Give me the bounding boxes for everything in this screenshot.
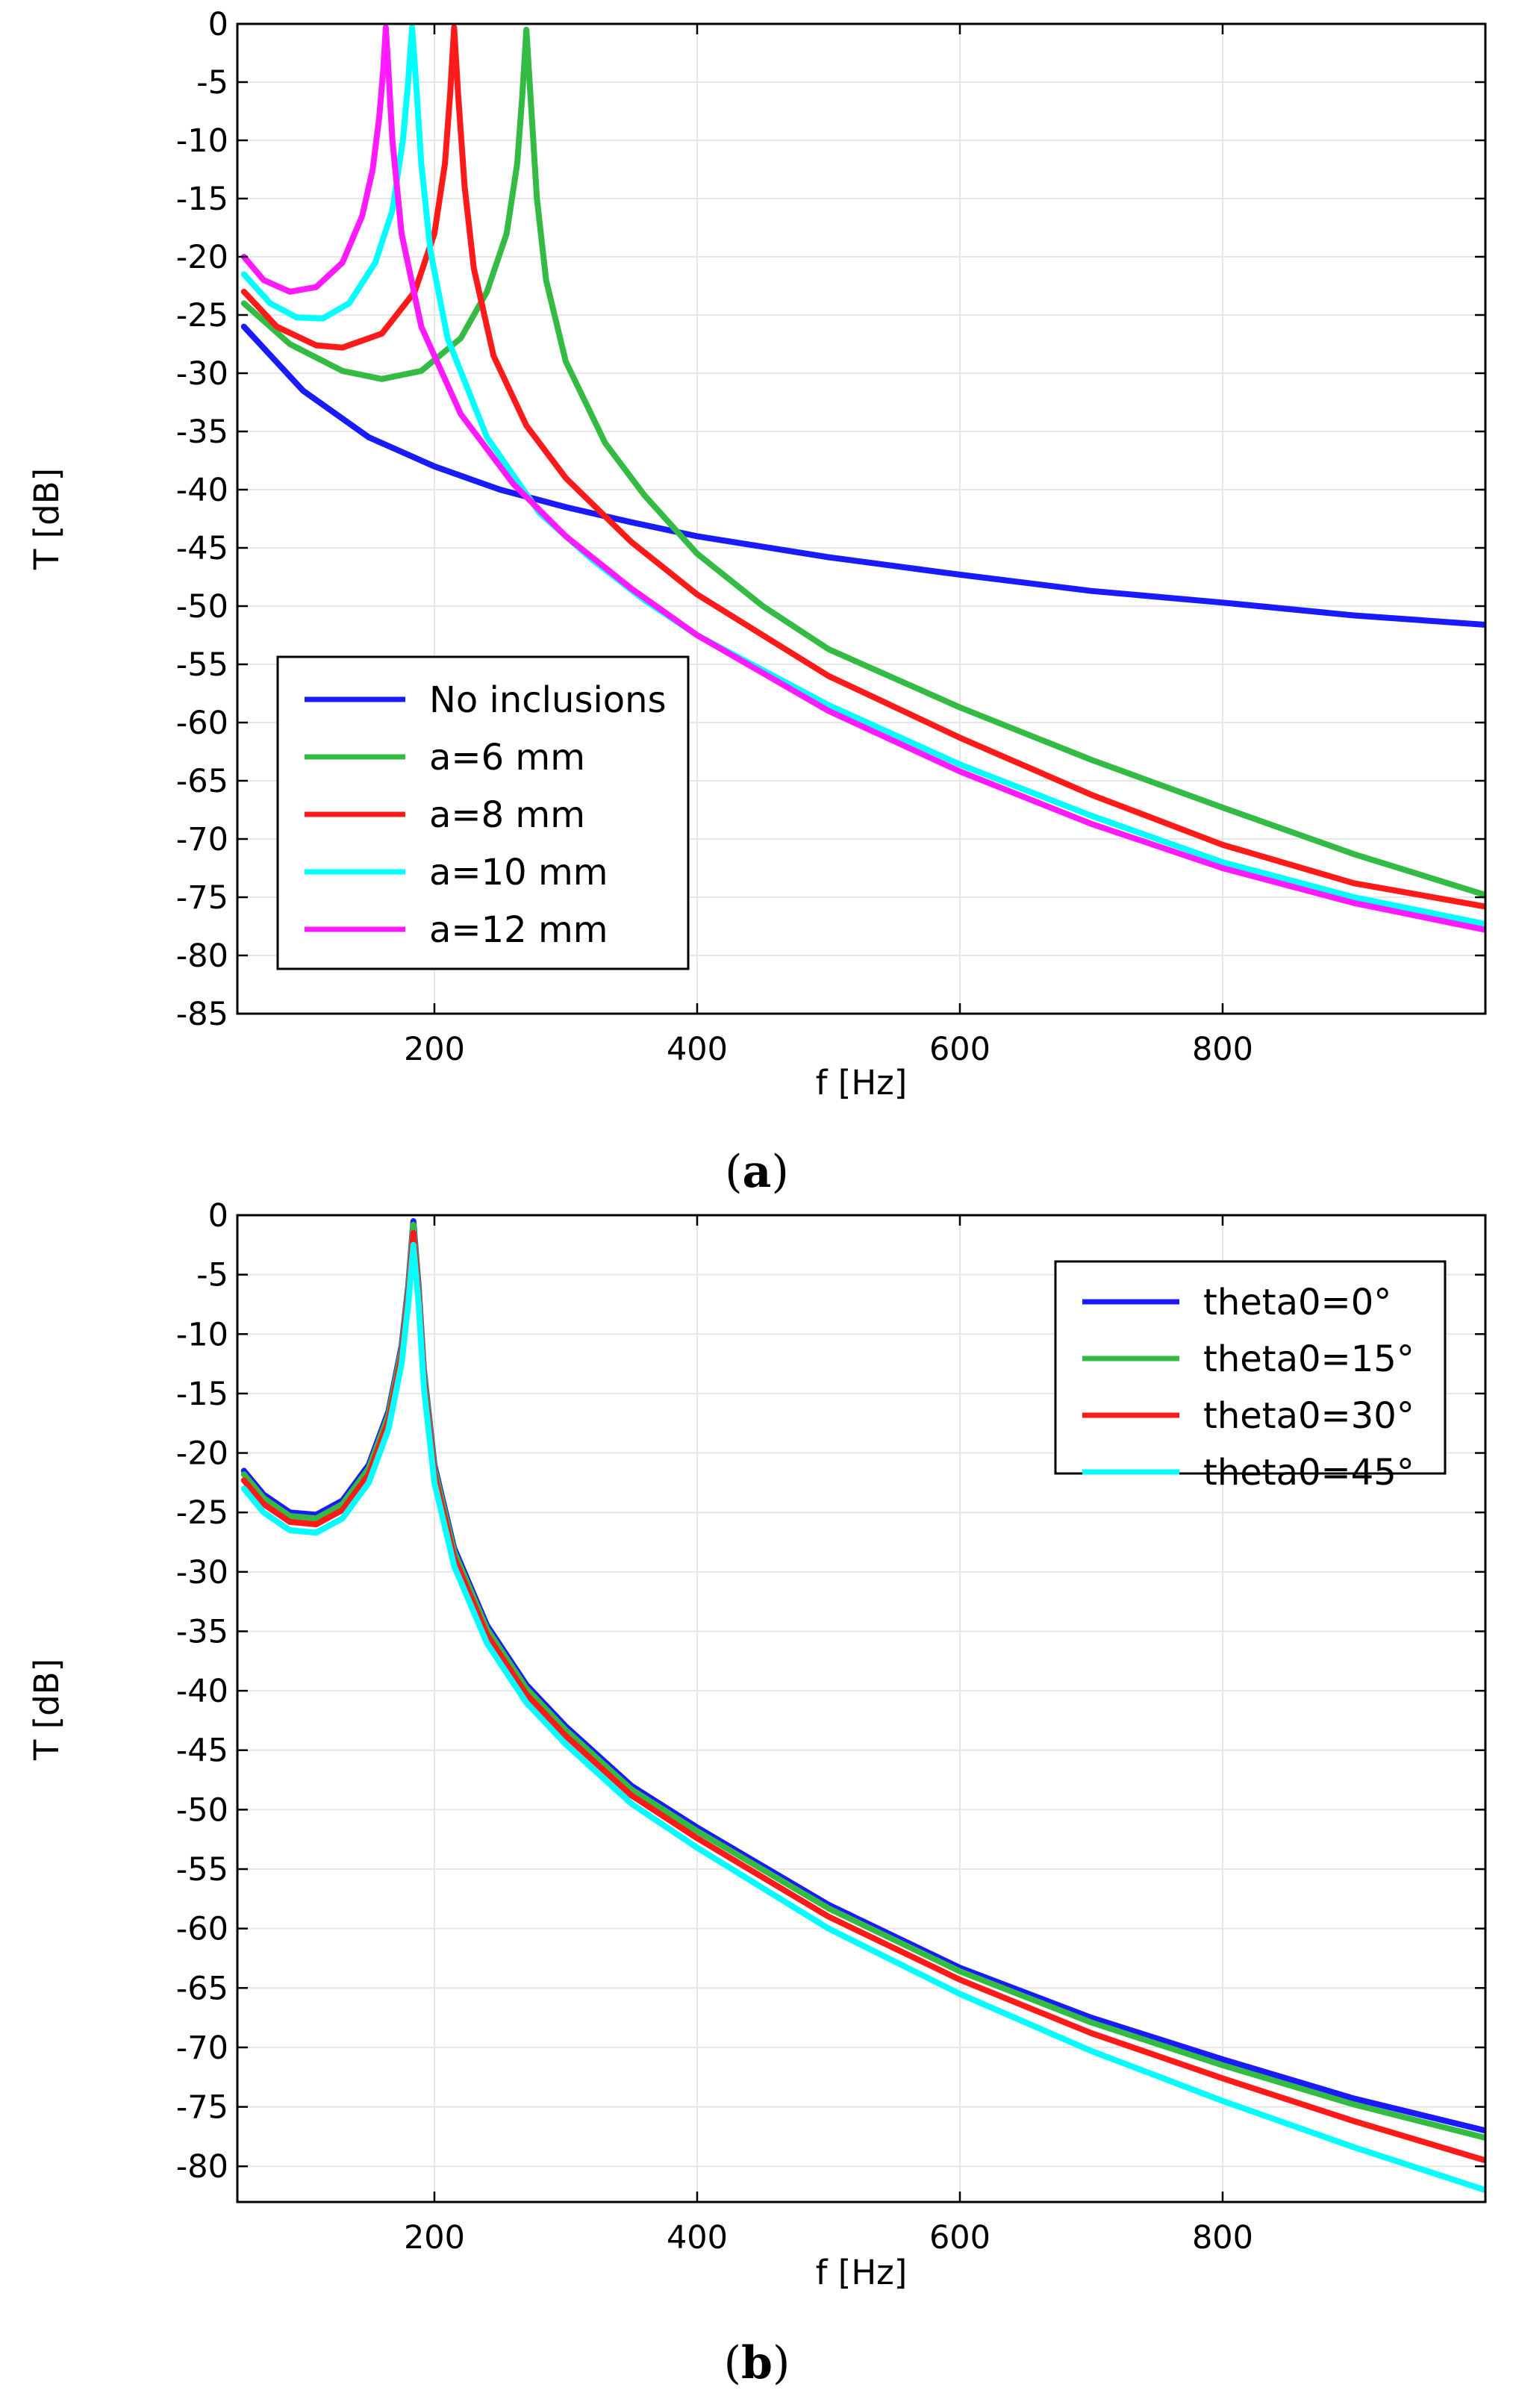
x-tick-label: 400 (667, 2219, 728, 2256)
legend-label-1: a=6 mm (429, 737, 585, 779)
y-tick-label: -60 (176, 705, 228, 742)
x-tick-label: 800 (1192, 1031, 1253, 1068)
series-line-4 (240, 24, 1485, 933)
y-tick-label: -50 (176, 1791, 228, 1829)
panel-letter: a (743, 1146, 772, 1198)
y-axis: 0 -5 -10 -15 -20 -25 -30 -35 -40 -45 -50 -55 -60 -65 -… (176, 1197, 1485, 2186)
y-tick-label: -15 (176, 181, 228, 218)
legend-label-0: No inclusions (429, 679, 667, 721)
y-tick-label: -80 (176, 2148, 228, 2186)
series-line-0 (240, 323, 1485, 628)
x-tick-label: 200 (404, 2219, 465, 2256)
panel-label: (a) (725, 1146, 789, 1198)
y-tick-label: -40 (176, 472, 228, 509)
y-tick-label: -60 (176, 1911, 228, 1948)
legend: No inclusions a=6 mm a=8 mm a=10 mm a=12 mm (276, 655, 690, 970)
y-tick-label: 0 (208, 6, 228, 43)
y-tick-label: -65 (176, 763, 228, 800)
y-tick-label: -35 (176, 1613, 228, 1650)
y-tick-label: -20 (176, 239, 228, 276)
y-axis-label: T [dB] (27, 468, 66, 570)
panel-letter: b (741, 2337, 773, 2389)
x-axis-label: f [Hz] (816, 2253, 908, 2292)
y-tick-label: -80 (176, 938, 228, 975)
x-tick-label: 200 (404, 1031, 465, 1068)
series-line-1 (240, 26, 1485, 898)
x-tick-label: 600 (929, 1031, 991, 1068)
legend-label-2: a=8 mm (429, 794, 585, 836)
legend-label-1: theta0=15° (1203, 1338, 1414, 1380)
y-tick-label: -55 (176, 1851, 228, 1888)
series-line-3 (240, 24, 1485, 927)
series-group (240, 24, 1485, 933)
x-tick-label: 800 (1192, 2219, 1253, 2256)
y-tick-label: -50 (176, 588, 228, 626)
legend: theta0=0° theta0=15° theta0=30° theta0=45° (1054, 1260, 1447, 1494)
x-axis-label: f [Hz] (816, 1063, 908, 1102)
y-tick-label: -45 (176, 1732, 228, 1770)
y-tick-label: -25 (176, 1494, 228, 1532)
x-tick-label: 400 (667, 1031, 728, 1068)
y-tick-label: 0 (208, 1197, 228, 1235)
plot-frame (236, 1214, 1487, 2203)
y-tick-label: -70 (176, 821, 228, 858)
plot-frame (236, 22, 1487, 1015)
x-axis: 200 400 600 800 (404, 24, 1253, 1068)
y-tick-label: -20 (176, 1435, 228, 1473)
y-tick-label: -40 (176, 1673, 228, 1710)
chart-panel-a: 0 -5 -10 -15 -20 -25 -30 -35 -40 -45 -50 -55 -60 -65 -… (27, 6, 1487, 1198)
y-tick-label: -10 (176, 122, 228, 160)
legend-label-2: theta0=30° (1203, 1395, 1414, 1437)
legend-box (276, 655, 690, 970)
y-tick-label: -75 (176, 2089, 228, 2127)
y-tick-label: -5 (196, 1257, 228, 1294)
y-tick-label: -30 (176, 355, 228, 393)
legend-label-3: theta0=45° (1203, 1452, 1414, 1494)
y-tick-label: -75 (176, 879, 228, 917)
y-tick-label: -45 (176, 530, 228, 567)
y-tick-label: -5 (196, 64, 228, 102)
legend-box (1054, 1260, 1447, 1475)
y-tick-label: -15 (176, 1376, 228, 1413)
panel-label: (b) (724, 2337, 790, 2389)
y-tick-label: -35 (176, 414, 228, 451)
x-axis: 200 400 600 800 (404, 1215, 1253, 2256)
y-tick-label: -55 (176, 646, 228, 684)
y-tick-label: -70 (176, 2030, 228, 2067)
series-line-2 (240, 24, 1485, 910)
y-tick-label: -25 (176, 297, 228, 334)
legend-label-4: a=12 mm (429, 909, 608, 951)
series-line-3 (240, 1241, 1485, 2194)
legend-label-3: a=10 mm (429, 852, 608, 893)
series-group (240, 1218, 1485, 2194)
y-tick-label: -10 (176, 1316, 228, 1353)
chart-panel-b: 0 -5 -10 -15 -20 -25 -30 -35 -40 -45 -50 -55 -60 -65 -… (27, 1197, 1487, 2389)
legend-label-0: theta0=0° (1203, 1282, 1391, 1323)
y-tick-label: -85 (176, 996, 228, 1033)
x-tick-label: 600 (929, 2219, 991, 2256)
y-axis: 0 -5 -10 -15 -20 -25 -30 -35 -40 -45 -50 -55 -60 -65 -… (176, 6, 1485, 1033)
y-axis-label: T [dB] (27, 1659, 66, 1761)
y-tick-label: -65 (176, 1970, 228, 2007)
y-tick-label: -30 (176, 1554, 228, 1591)
